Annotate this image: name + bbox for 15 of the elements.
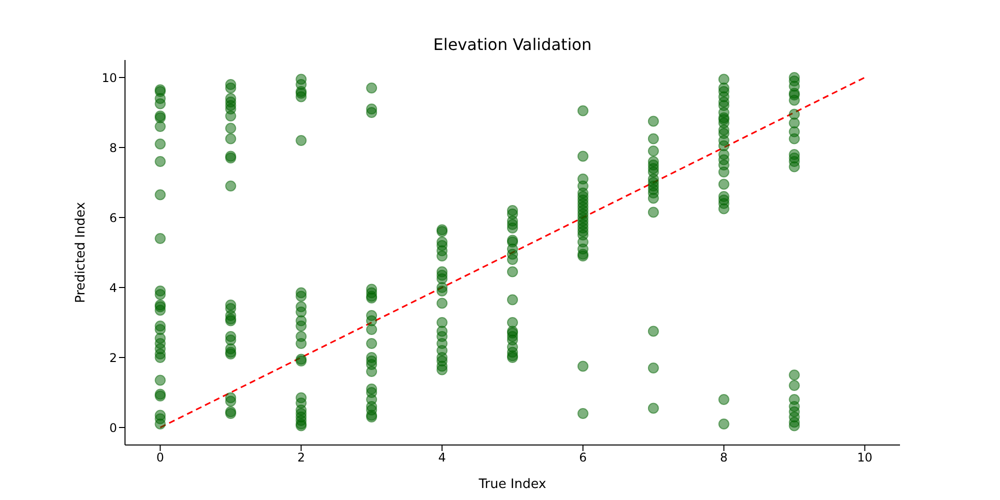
- y-tick-label: 10: [102, 70, 117, 85]
- x-tick-label: 0: [156, 450, 164, 465]
- x-tick-label: 6: [579, 450, 587, 465]
- x-tick-label: 4: [438, 450, 446, 465]
- chart-title: Elevation Validation: [432, 35, 593, 54]
- x-tick-label: 8: [720, 450, 728, 465]
- y-tick-label: 0: [109, 420, 117, 435]
- y-tick-label: 6: [109, 210, 117, 225]
- y-tick-label: 8: [109, 140, 117, 155]
- y-tick-label: 2: [109, 350, 117, 365]
- x-tick-label: 10: [857, 450, 872, 465]
- y-axis-title: Predicted Index: [74, 202, 89, 303]
- x-axis-title: True Index: [478, 477, 547, 492]
- x-tick-label: 2: [297, 450, 305, 465]
- y-tick-label: 4: [109, 280, 117, 295]
